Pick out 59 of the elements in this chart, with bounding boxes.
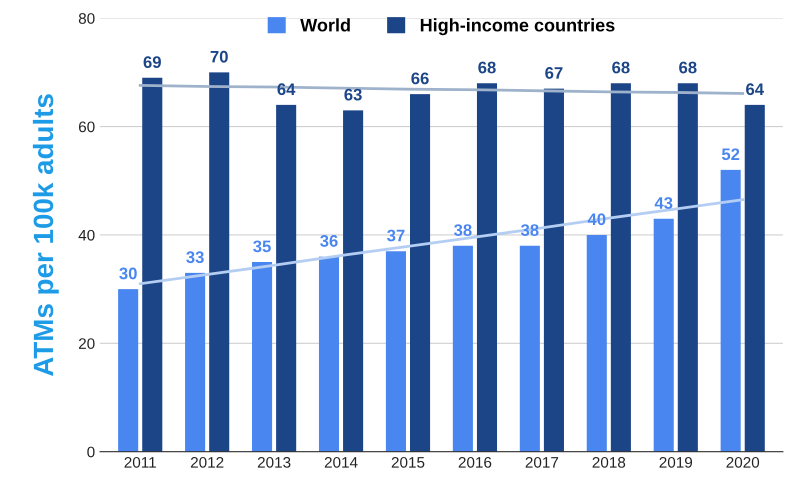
data-label: 68 xyxy=(679,62,697,74)
bar xyxy=(410,94,430,452)
data-label: 64 xyxy=(746,83,764,96)
bar xyxy=(252,262,272,452)
y-tick-label: 60 xyxy=(78,121,95,132)
x-tick-label: 2014 xyxy=(324,456,358,468)
bar xyxy=(276,104,296,452)
data-label: 43 xyxy=(654,197,672,209)
x-tick-label: 2013 xyxy=(258,456,290,468)
data-label: 36 xyxy=(320,235,338,247)
y-tick-label: 20 xyxy=(78,338,95,350)
x-tick-label: 2019 xyxy=(660,456,692,468)
bar xyxy=(744,104,765,452)
bar xyxy=(610,83,631,452)
data-label: 69 xyxy=(144,56,161,68)
bar xyxy=(586,234,607,452)
bar xyxy=(185,272,206,452)
bar xyxy=(142,78,162,452)
legend-label: World xyxy=(300,18,350,32)
y-axis-title: ATMs per 100k adults xyxy=(32,94,59,376)
data-label: 38 xyxy=(520,224,539,236)
y-tick-label: 0 xyxy=(87,446,95,458)
x-tick-label: 2015 xyxy=(392,456,424,468)
x-tick-label: 2016 xyxy=(458,456,492,468)
data-label: 68 xyxy=(612,62,630,74)
y-tick-label: 80 xyxy=(78,13,95,24)
data-label: 38 xyxy=(454,224,472,236)
bar xyxy=(318,256,340,452)
data-label: 33 xyxy=(186,251,204,264)
x-tick-label: 2011 xyxy=(124,456,156,468)
data-label: 67 xyxy=(545,67,562,79)
bar xyxy=(544,88,564,452)
x-tick-label: 2012 xyxy=(190,456,224,468)
data-label: 40 xyxy=(588,213,606,226)
data-label: 63 xyxy=(344,88,362,101)
x-tick-label: 2020 xyxy=(726,456,760,468)
data-label: 68 xyxy=(478,62,496,74)
bar xyxy=(476,83,498,452)
data-label: 64 xyxy=(277,83,296,96)
x-tick-label: 2017 xyxy=(526,456,558,468)
bar xyxy=(209,72,230,452)
bar xyxy=(452,246,473,452)
y-tick-label: 40 xyxy=(78,230,95,241)
data-label: 70 xyxy=(210,50,228,63)
x-tick-label: 2018 xyxy=(592,456,626,468)
bar xyxy=(720,170,741,452)
bar xyxy=(654,218,674,452)
line-series xyxy=(138,198,744,286)
bar xyxy=(343,110,364,452)
data-label: 30 xyxy=(119,268,137,280)
legend-label: High-income countries xyxy=(420,18,615,36)
bar xyxy=(386,251,406,452)
bar xyxy=(118,289,138,452)
data-label: 66 xyxy=(411,72,429,84)
bar xyxy=(678,83,698,452)
data-label: 52 xyxy=(722,148,740,160)
bar xyxy=(520,246,540,452)
data-label: 35 xyxy=(253,240,271,252)
data-label: 37 xyxy=(387,230,404,242)
